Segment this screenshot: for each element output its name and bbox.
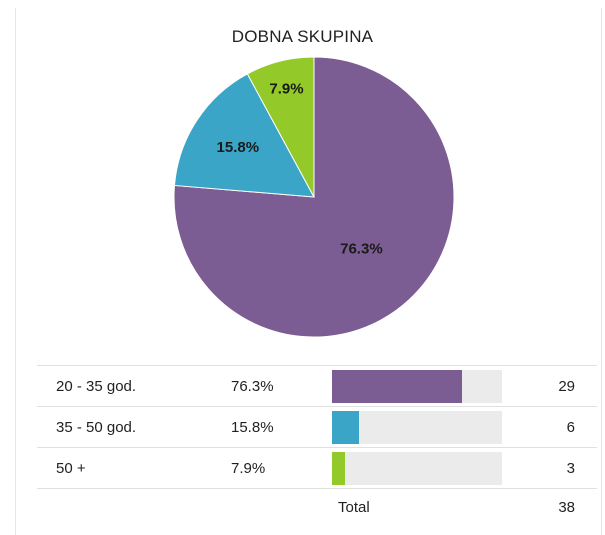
row-count: 3 [502,447,597,489]
chart-card [15,8,602,535]
bar-track [332,410,502,444]
row-percent: 7.9% [231,447,332,489]
chart-title: DOBNA SKUPINA [231,27,374,46]
pie-slice-label-1: 15.8% [217,139,260,156]
bar-fill-50-plus [332,451,346,485]
total-count: 38 [558,498,575,516]
row-label: 35 - 50 god. [37,406,231,448]
bar-fill-35-50 [332,410,359,444]
total-label: Total [338,498,370,516]
table-row: 35 - 50 god. 15.8% 6 [37,406,597,448]
row-count: 29 [502,365,597,407]
pie-slice-label-0: 76.3% [340,241,383,258]
row-label: 50 + [37,447,231,489]
row-count: 6 [502,406,597,448]
bar-fill-20-35 [332,369,462,403]
row-percent: 76.3% [231,365,332,407]
pie-slice-label-2: 7.9% [269,80,303,97]
pie-slice-1 [173,73,315,198]
table-row: 20 - 35 god. 76.3% 29 [37,365,597,407]
summary-table: 20 - 35 god. 76.3% 29 35 - 50 god. 15.8%… [37,365,597,525]
row-percent: 15.8% [231,406,332,448]
table-row: 50 + 7.9% 3 [37,447,597,489]
bar-track [332,369,502,403]
pie-chart: 76.3% 15.8% 7.9% [173,56,455,338]
bar-track [332,451,502,485]
pie-slice-2 [246,56,315,198]
total-row: Total 38 [37,489,597,526]
pie-slice-0 [173,56,455,338]
row-label: 20 - 35 god. [37,365,231,407]
